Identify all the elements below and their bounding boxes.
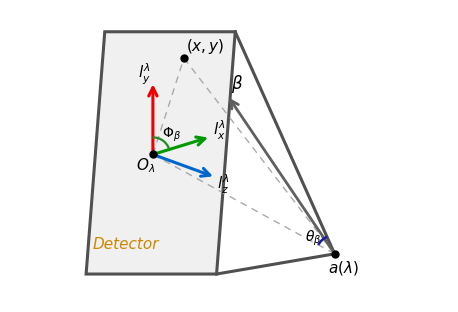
Text: $l_z^\lambda$: $l_z^\lambda$ xyxy=(217,173,230,196)
Text: Detector: Detector xyxy=(93,237,159,252)
Text: $a(\lambda)$: $a(\lambda)$ xyxy=(328,259,359,277)
Text: $l_y^\lambda$: $l_y^\lambda$ xyxy=(138,62,151,87)
Text: $(x, y)$: $(x, y)$ xyxy=(185,37,224,56)
Text: $\theta_\beta$: $\theta_\beta$ xyxy=(305,228,322,248)
Polygon shape xyxy=(86,32,235,274)
Text: $\beta$: $\beta$ xyxy=(230,73,243,95)
Text: $O_\lambda$: $O_\lambda$ xyxy=(136,156,155,175)
Text: $\Phi_\beta$: $\Phi_\beta$ xyxy=(162,125,180,144)
Text: $l_x^\lambda$: $l_x^\lambda$ xyxy=(213,119,226,142)
